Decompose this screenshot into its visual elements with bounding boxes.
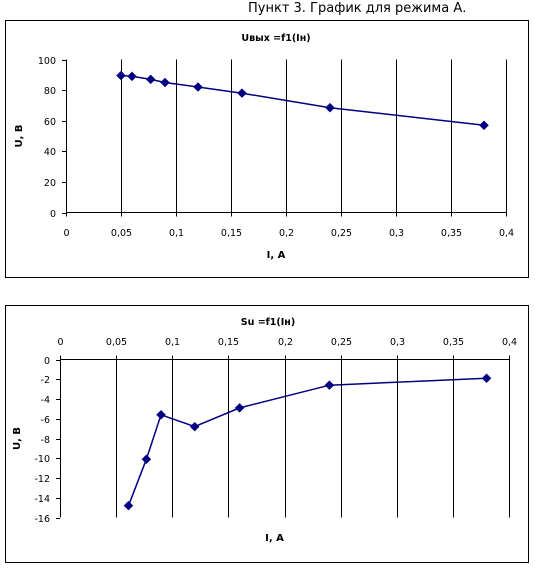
chart1-x-tick-label: 0,15 <box>221 228 242 239</box>
chart2-x-tick-label: 0,4 <box>502 337 517 348</box>
chart2-y-tick-label: 0 <box>44 356 50 367</box>
chart1-data-point <box>116 70 126 81</box>
chart1-data-point <box>193 82 203 92</box>
chart1-y-tick-label: 40 <box>44 147 56 158</box>
chart2-y-axis-label: U, B <box>12 427 23 450</box>
chart2-data-point <box>141 454 152 465</box>
chart2-data-point <box>234 403 245 413</box>
chart1-x-tick-label: 0 <box>63 228 69 239</box>
chart2-y-tick-label: -2 <box>41 375 50 386</box>
chart1-x-tick-label: 0,2 <box>279 228 294 239</box>
chart2-data-point <box>123 500 134 511</box>
chart1-data-point <box>160 77 170 88</box>
chart1-x-tick-label: 0,35 <box>441 228 462 239</box>
chart2-x-tick-label: 0 <box>57 337 63 348</box>
chart1-x-tick-label: 0,3 <box>389 228 404 239</box>
chart2-y-tick-label: -14 <box>34 494 50 505</box>
chart2-data-point <box>156 409 166 420</box>
chart1-x-axis-label: I, A <box>267 250 286 261</box>
chart1-x-tick-label: 0,25 <box>331 228 352 239</box>
chart2-x-tick-label: 0,35 <box>443 337 464 348</box>
chart1-x-tick-label: 0,4 <box>499 228 514 239</box>
chart2-x-tick-label: 0,25 <box>331 337 352 348</box>
chart2-y-tick-label: -16 <box>34 514 50 525</box>
chart2-y-tick-label: -8 <box>41 435 50 446</box>
chart1-data-point <box>127 71 137 82</box>
chart2-data-point <box>189 421 200 432</box>
chart2-data-point <box>324 380 335 391</box>
chart1-frame <box>5 20 529 278</box>
chart1-x-tick-label: 0,05 <box>111 228 132 239</box>
chart2-y-tick-label: -4 <box>41 395 50 406</box>
chart1-data-point <box>479 120 489 131</box>
chart1-y-tick-label: 20 <box>44 178 56 189</box>
chart1-y-tick-label: 0 <box>50 209 56 220</box>
chart2-x-axis-label: I, A <box>265 533 284 544</box>
chart2-x-tick-label: 0,2 <box>278 337 293 348</box>
chart2-y-tick-label: -10 <box>34 454 50 465</box>
chart1-data-point <box>325 102 335 113</box>
page-title: Пункт 3. График для режима А. <box>248 1 467 16</box>
chart2-y-tick-label: -6 <box>41 415 50 426</box>
chart2-x-tick-label: 0,15 <box>218 337 239 348</box>
chart1-y-axis-label: U, B <box>14 124 25 147</box>
chart1-x-tick-label: 0,1 <box>169 228 184 239</box>
chart1-data-point <box>237 88 247 99</box>
chart1-title: Uвых =f1(Iн) <box>241 33 310 44</box>
chart1-data-point <box>145 74 156 85</box>
chart1-y-tick-label: 80 <box>44 86 56 97</box>
chart2-frame <box>5 305 529 563</box>
chart1-y-tick-label: 60 <box>44 117 56 128</box>
chart2-data-point <box>481 373 492 384</box>
chart2-x-tick-label: 0,3 <box>390 337 405 348</box>
chart2-title: Su =f1(Iн) <box>241 317 295 328</box>
chart2-y-tick-label: -12 <box>34 474 50 485</box>
chart2-x-tick-label: 0,05 <box>106 337 127 348</box>
chart1-y-tick-label: 100 <box>38 56 56 67</box>
chart2-x-tick-label: 0,1 <box>165 337 180 348</box>
